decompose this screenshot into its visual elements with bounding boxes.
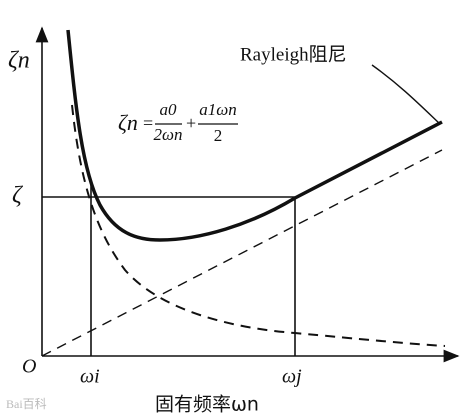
curve-label: Rayleigh阻尼 (240, 43, 347, 65)
formula-num-2: a1ωn (199, 100, 237, 119)
formula-den-2: 2 (214, 126, 223, 145)
omega-i-label: ωi (80, 366, 100, 388)
watermark: Bai百科 (6, 397, 47, 411)
origin-label: O (22, 356, 36, 378)
rayleigh-curve (66, 29, 443, 242)
omega-j-label: ωj (282, 366, 302, 388)
stiffness-term-line (41, 149, 443, 357)
x-axis-label: 固有频率ωn (155, 394, 259, 416)
zeta-label: ζ (12, 183, 24, 209)
leader-line (371, 64, 441, 125)
mass-term-curve (71, 104, 446, 347)
formula-num-1: a0 (160, 100, 178, 119)
formula-plus: + (186, 113, 196, 133)
formula-lhs: ζn (118, 110, 138, 135)
formula-eq: = (143, 113, 153, 133)
y-axis-label: ζn (8, 48, 30, 74)
formula-den-1: 2ωn (153, 125, 182, 144)
